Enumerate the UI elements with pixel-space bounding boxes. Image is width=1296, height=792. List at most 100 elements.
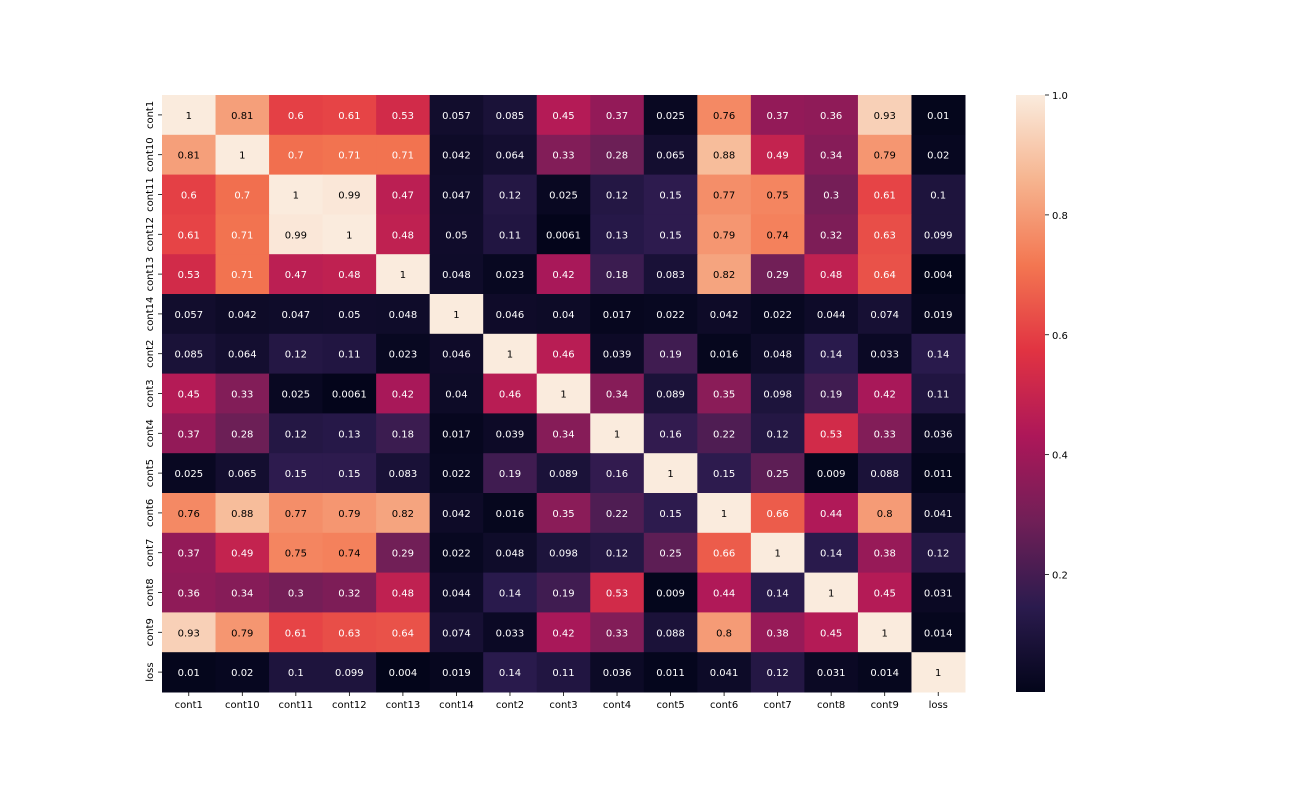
heatmap-cell <box>483 134 538 176</box>
cell-annotation: 0.12 <box>767 429 789 440</box>
heatmap-cell <box>269 333 324 375</box>
y-axis: cont1 cont10 cont11 cont12 cont13 cont14 cont2… <box>145 101 162 682</box>
heatmap-cell <box>804 214 859 255</box>
heatmap-cell <box>697 572 752 613</box>
cell-annotation: 0.66 <box>713 549 735 560</box>
heatmap-cell <box>376 453 431 494</box>
heatmap-cell <box>536 373 591 414</box>
heatmap-cell <box>590 413 645 454</box>
cell-annotation: 0.99 <box>285 230 307 241</box>
cell-annotation: 0.047 <box>442 191 471 202</box>
heatmap-cell <box>750 572 805 613</box>
heatmap-cell <box>536 254 591 295</box>
cell-annotation: 0.048 <box>496 549 525 560</box>
cell-annotation: 0.6 <box>181 191 197 202</box>
heatmap-cell <box>857 95 912 136</box>
heatmap-cell <box>483 174 538 215</box>
heatmap-cell <box>215 174 270 215</box>
heatmap-cell <box>590 294 645 335</box>
heatmap-cell <box>483 95 538 136</box>
heatmap-cell <box>590 333 645 375</box>
heatmap-cell <box>162 294 217 335</box>
cell-annotation: 1 <box>346 230 352 241</box>
heatmap-cell <box>857 333 912 375</box>
cell-annotation: 0.023 <box>496 270 525 281</box>
cell-annotation: 0.004 <box>389 668 418 679</box>
heatmap-cell <box>322 134 377 176</box>
heatmap-cell <box>376 333 431 375</box>
cell-annotation: 0.63 <box>338 628 360 639</box>
heatmap-cell <box>269 294 324 335</box>
cell-annotation: 0.057 <box>174 310 203 321</box>
heatmap-cell <box>376 254 431 295</box>
cell-annotation: 0.048 <box>442 270 471 281</box>
cell-annotation: 0.048 <box>389 310 418 321</box>
cell-annotation: 0.13 <box>338 429 360 440</box>
cell-annotation: 0.01 <box>927 111 949 122</box>
heatmap-cell <box>911 95 966 136</box>
heatmap-cell <box>215 254 270 295</box>
heatmap-cell <box>215 333 270 375</box>
y-tick-label: cont6 <box>145 499 156 527</box>
cell-annotation: 0.022 <box>763 310 792 321</box>
cell-annotation: 0.49 <box>767 151 789 162</box>
cell-annotation: 0.82 <box>392 509 414 520</box>
cell-annotation: 0.93 <box>874 111 896 122</box>
cell-annotation: 0.011 <box>656 668 685 679</box>
heatmap-cell <box>215 294 270 335</box>
heatmap-cell <box>483 294 538 335</box>
cell-annotation: 0.76 <box>178 509 200 520</box>
cell-annotation: 1 <box>667 469 673 480</box>
heatmap-cell <box>376 493 431 534</box>
heatmap-cell <box>857 174 912 215</box>
cell-annotation: 0.61 <box>285 628 307 639</box>
cell-annotation: 0.47 <box>392 191 414 202</box>
heatmap-cell <box>269 652 324 693</box>
heatmap-cell <box>322 333 377 375</box>
heatmap-cell <box>590 214 645 255</box>
cell-annotation: 0.064 <box>228 350 257 361</box>
heatmap-cell <box>269 134 324 176</box>
heatmap-cell <box>483 214 538 255</box>
heatmap-cell <box>750 652 805 693</box>
heatmap-cell <box>643 174 698 215</box>
cell-annotation: 0.61 <box>338 111 360 122</box>
cell-annotation: 0.14 <box>499 589 521 600</box>
x-axis: cont1 cont10 cont11 cont12 cont13 cont14 cont2… <box>175 692 948 711</box>
heatmap-cell <box>322 174 377 215</box>
cell-annotation: 0.042 <box>710 310 739 321</box>
colorbar-tick-label: 0.8 <box>1052 211 1068 222</box>
heatmap-cell <box>162 413 217 454</box>
cell-annotation: 0.046 <box>442 350 471 361</box>
heatmap-cell <box>322 254 377 295</box>
cell-annotation: 0.16 <box>659 429 681 440</box>
cell-annotation: 0.099 <box>924 230 953 241</box>
x-tick-label: cont2 <box>496 700 524 711</box>
cell-annotation: 0.34 <box>231 589 253 600</box>
cell-annotation: 0.014 <box>924 628 953 639</box>
cell-annotation: 0.16 <box>606 469 628 480</box>
cell-annotation: 0.025 <box>174 469 203 480</box>
heatmap-cell <box>750 413 805 454</box>
cell-annotation: 0.019 <box>924 310 953 321</box>
x-tick-label: cont13 <box>386 700 421 711</box>
heatmap-cell <box>429 134 484 176</box>
cell-annotation: 0.46 <box>499 390 521 401</box>
heatmap-cell <box>911 373 966 414</box>
heatmap-cell <box>376 612 431 653</box>
heatmap-cell <box>911 572 966 613</box>
y-tick-label: cont5 <box>145 459 156 487</box>
x-tick-label: cont10 <box>225 700 260 711</box>
heatmap-cell <box>429 294 484 335</box>
heatmap-cell <box>215 652 270 693</box>
x-tick-label: cont1 <box>175 700 203 711</box>
heatmap-cell <box>750 612 805 653</box>
cell-annotation: 0.016 <box>496 509 525 520</box>
heatmap-cell <box>162 572 217 613</box>
heatmap-cell <box>483 333 538 375</box>
cell-annotation: 0.088 <box>870 469 899 480</box>
cell-annotation: 0.6 <box>288 111 304 122</box>
heatmap-cell <box>322 572 377 613</box>
x-tick-label: cont9 <box>871 700 899 711</box>
cell-annotation: 0.61 <box>874 191 896 202</box>
